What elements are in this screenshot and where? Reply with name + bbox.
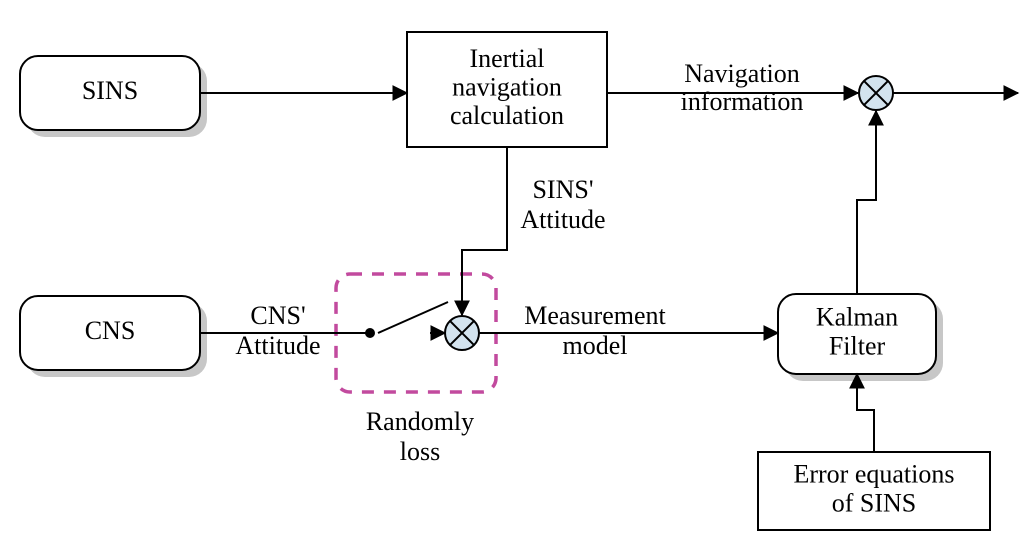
- arrow-error_eq_top-kalman_bot: [857, 374, 874, 452]
- arrow-inertial_bot-otimes_mid_top: [462, 147, 507, 315]
- node-cns: CNS: [20, 296, 207, 377]
- node-inertial-line-1: navigation: [452, 72, 562, 101]
- node-error_eq-line-1: of SINS: [832, 488, 917, 517]
- label-meas_model-line-0: Measurement: [524, 301, 666, 330]
- label-random_loss: Randomlyloss: [366, 407, 474, 466]
- node-cns-line-0: CNS: [85, 316, 136, 345]
- label-sins_att-line-1: Attitude: [520, 205, 605, 234]
- node-inertial-line-2: calculation: [450, 101, 564, 130]
- label-nav_info-line-1: information: [681, 87, 804, 116]
- node-inertial: Inertialnavigationcalculation: [407, 32, 607, 147]
- otimes-top: [859, 76, 893, 110]
- label-nav_info-line-0: Navigation: [684, 59, 800, 88]
- node-sins: SINS: [20, 56, 207, 137]
- node-inertial-line-0: Inertial: [469, 44, 544, 73]
- node-error_eq: Error equationsof SINS: [758, 452, 990, 530]
- switch-arm: [378, 302, 448, 333]
- node-kalman-line-1: Filter: [829, 331, 886, 360]
- node-sins-line-0: SINS: [82, 76, 138, 105]
- label-cns_att-line-1: Attitude: [235, 331, 320, 360]
- node-kalman: KalmanFilter: [778, 294, 943, 381]
- label-cns_att: CNS'Attitude: [235, 301, 320, 360]
- label-cns_att-line-0: CNS': [250, 301, 305, 330]
- node-error_eq-line-0: Error equations: [793, 460, 954, 489]
- label-meas_model-line-1: model: [563, 331, 628, 360]
- node-kalman-line-0: Kalman: [816, 303, 898, 332]
- label-sins_att: SINS'Attitude: [520, 175, 605, 234]
- label-sins_att-line-0: SINS': [532, 175, 593, 204]
- arrow-kalman_top-otimes_top_bot: [857, 111, 876, 294]
- label-nav_info: Navigationinformation: [681, 59, 804, 116]
- label-meas_model: Measurementmodel: [524, 301, 666, 360]
- label-random_loss-line-1: loss: [400, 437, 440, 466]
- otimes-mid: [445, 316, 479, 350]
- label-random_loss-line-0: Randomly: [366, 407, 474, 436]
